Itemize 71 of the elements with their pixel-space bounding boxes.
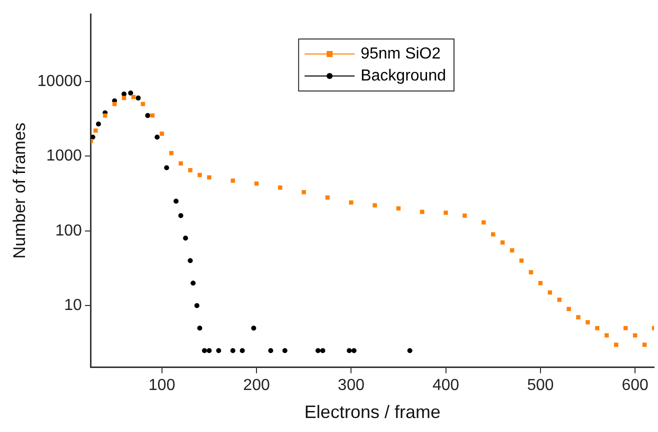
point [230,178,235,183]
point [576,315,580,320]
legend-label: 95nm SiO2 [360,45,441,62]
x-tick-label: 500 [527,377,554,394]
x-tick-label: 100 [148,377,176,394]
point [188,258,193,264]
point [183,236,188,241]
x-tick-label: 600 [622,377,649,394]
point [566,306,571,312]
y-tick-label: 1000 [46,148,82,165]
x-tick-label: 400 [432,377,460,394]
point [407,348,412,354]
point [557,298,562,302]
point [346,348,352,354]
point [420,210,424,214]
point [614,342,618,347]
point [230,348,236,354]
point [278,185,282,190]
point [216,348,222,354]
point [462,214,467,218]
point [154,134,160,140]
point [519,258,524,263]
point [206,348,212,354]
point [642,342,647,347]
x-tick-label: 200 [243,377,270,394]
point [178,161,183,166]
point [316,348,321,354]
point [174,198,179,204]
point [444,210,448,215]
point [528,270,534,274]
y-tick-label: 100 [55,222,82,240]
x-tick-label: 300 [338,377,365,394]
point [164,165,170,170]
point [197,326,202,331]
point [482,220,486,225]
y-tick-label: 10000 [37,72,82,90]
point [349,200,354,205]
point [538,281,543,286]
point [145,113,150,118]
point [122,91,127,96]
point [160,132,164,136]
point [604,333,609,338]
point [351,348,356,354]
point [169,150,174,156]
point [510,248,514,252]
point [136,96,141,101]
point [595,326,600,330]
point [96,121,101,126]
legend-label: Background [360,67,446,84]
point [586,320,590,324]
x-axis-title: Electrons / frame [304,402,440,422]
point [282,348,288,354]
point [490,232,496,236]
point [90,134,96,140]
point [178,213,184,218]
y-tick-label: 10 [64,297,82,314]
point [190,280,196,286]
point [194,303,200,308]
point [198,172,202,178]
point [128,90,134,96]
point [202,348,207,354]
point [207,175,212,180]
point [251,326,256,331]
point [623,326,628,330]
point [302,190,306,194]
point [320,348,326,354]
point [240,348,245,354]
point [188,168,192,172]
point [268,348,274,354]
y-axis-title: Number of frames [10,122,29,259]
point [372,203,377,208]
